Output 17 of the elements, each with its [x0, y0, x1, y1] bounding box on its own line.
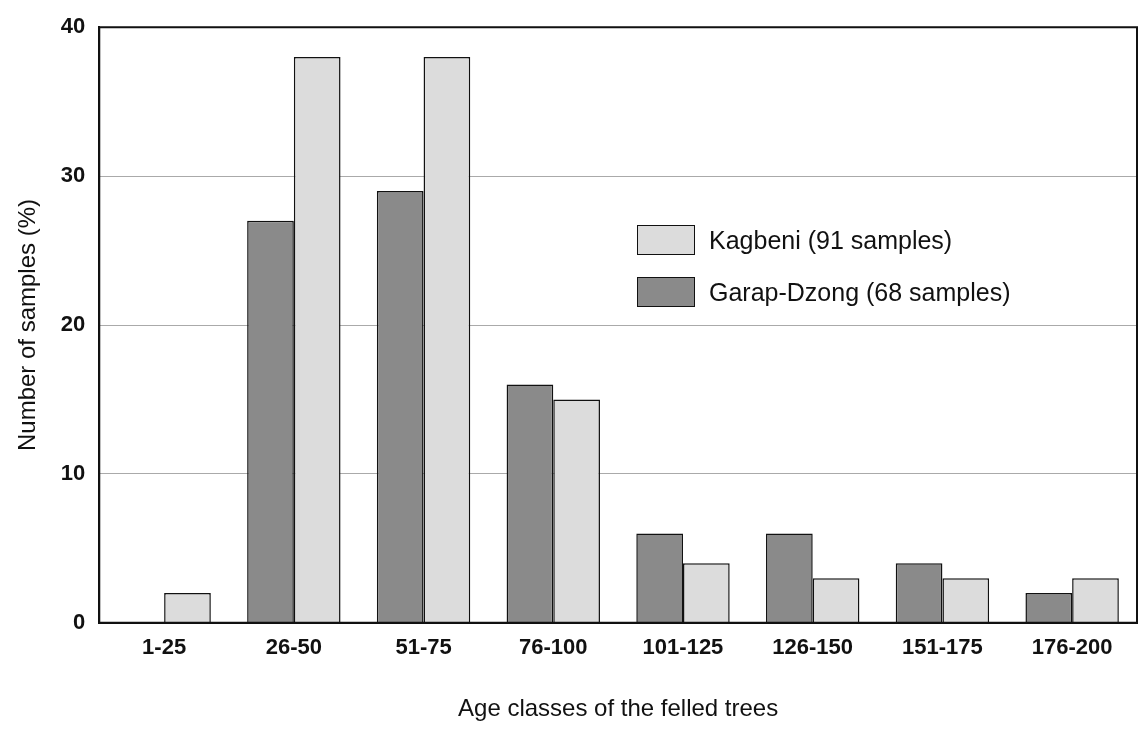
x-tick-label: 176-200 [1031, 634, 1113, 660]
x-tick-label: 51-75 [395, 634, 452, 660]
x-tick-label: 101-125 [642, 634, 724, 660]
legend-label: Garap-Dzong (68 samples) [709, 277, 1011, 307]
y-tick-label: 0 [73, 608, 86, 634]
y-tick-label: 40 [60, 13, 86, 39]
y-tick-label: 30 [60, 162, 86, 188]
x-tick-label: 76-100 [519, 634, 588, 660]
x-tick-label: 26-50 [265, 634, 322, 660]
x-axis-title: Age classes of the felled trees [458, 694, 779, 722]
legend-label: Kagbeni (91 samples) [709, 225, 953, 255]
x-tick-label: 1-25 [142, 634, 187, 660]
y-tick-label: 10 [60, 459, 86, 485]
x-tick-label: 151-175 [902, 634, 983, 660]
y-tick-label: 20 [60, 311, 86, 337]
x-tick-label: 126-150 [772, 634, 854, 660]
y-axis-title: Number of samples (%) [13, 198, 41, 452]
